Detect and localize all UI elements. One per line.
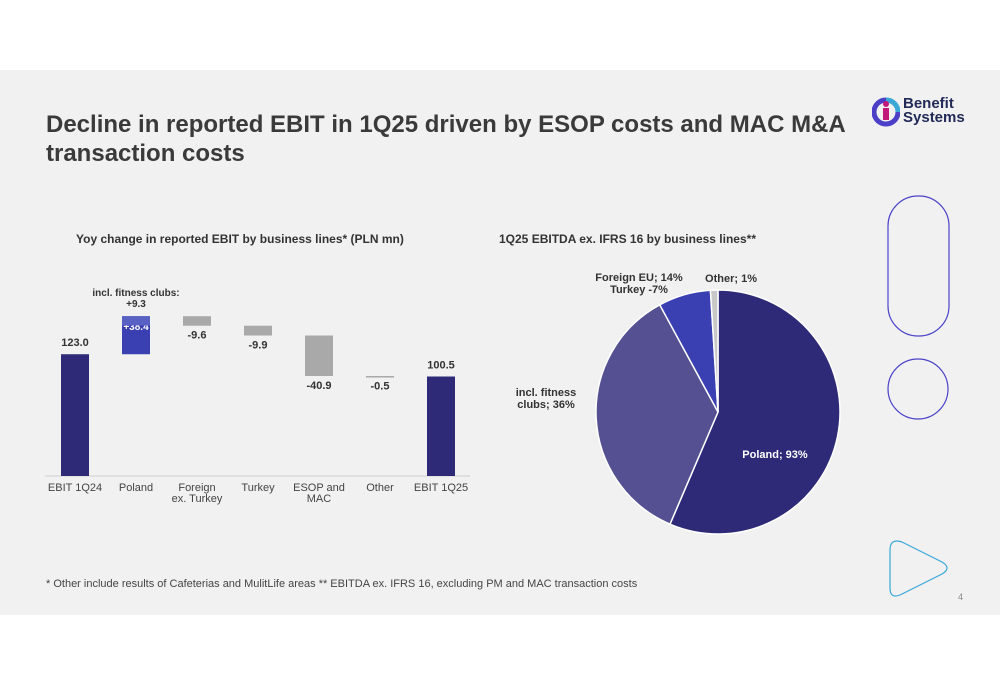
x-tick-label: ESOP and bbox=[293, 482, 345, 494]
x-tick-label: Foreign bbox=[178, 482, 215, 494]
data-label: 123.0 bbox=[61, 337, 89, 349]
decorative-play-icon bbox=[889, 540, 948, 597]
pie-label-fitness-line1: incl. fitness bbox=[516, 387, 577, 399]
x-tick-label: EBIT 1Q25 bbox=[414, 482, 468, 494]
pie-label-fitness-line2: clubs; 36% bbox=[517, 399, 575, 411]
footnote: * Other include results of Cafeterias an… bbox=[46, 578, 638, 590]
x-tick-label: Turkey bbox=[241, 482, 275, 494]
decorative-capsule bbox=[887, 195, 950, 337]
data-label: -40.9 bbox=[306, 380, 331, 392]
logo: Benefit Systems bbox=[871, 95, 982, 131]
bar-poland-fitness-clubs bbox=[122, 316, 150, 326]
slide: Decline in reported EBIT in 1Q25 driven … bbox=[0, 70, 1000, 615]
x-tick-label: ex. Turkey bbox=[172, 493, 223, 505]
page-number: 4 bbox=[958, 592, 964, 602]
pie-label-turkey: Turkey -7% bbox=[610, 284, 668, 296]
x-tick-label: EBIT 1Q24 bbox=[48, 482, 102, 494]
logo-wordmark: Benefit Systems bbox=[903, 95, 965, 126]
x-tick-label: MAC bbox=[307, 493, 332, 505]
pie-slice-other bbox=[709, 289, 719, 413]
page-title: Decline in reported EBIT in 1Q25 driven … bbox=[46, 111, 845, 167]
benefit-systems-logo-icon bbox=[871, 97, 901, 127]
waterfall-chart-title: Yoy change in reported EBIT by business … bbox=[76, 232, 404, 246]
decorative-shapes bbox=[887, 195, 950, 597]
pie-chart-title: 1Q25 EBITDA ex. IFRS 16 by business line… bbox=[499, 232, 756, 246]
annotation-value: +9.3 bbox=[126, 299, 146, 310]
x-tick-label: Poland bbox=[119, 482, 153, 494]
pie-label-foreign-eu: Foreign EU; 14% bbox=[595, 272, 683, 284]
bar-turkey bbox=[244, 325, 272, 336]
decorative-circle bbox=[887, 358, 949, 420]
bar-ebit-1q24 bbox=[61, 354, 89, 476]
data-label: 100.5 bbox=[427, 360, 455, 372]
data-label: -9.9 bbox=[249, 340, 268, 352]
data-label: -0.5 bbox=[371, 381, 390, 393]
pie-slice-poland bbox=[669, 289, 841, 535]
pie-label-poland: Poland; 93% bbox=[742, 449, 808, 461]
bar-foreign-ex-turkey bbox=[183, 316, 211, 326]
pie-slice-fitness-clubs bbox=[595, 303, 719, 526]
bar-esop-and-mac bbox=[305, 335, 333, 377]
bar-ebit-1q25 bbox=[427, 376, 455, 476]
pie-label-other: Other; 1% bbox=[705, 273, 757, 285]
annotation-label: incl. fitness clubs: bbox=[92, 288, 179, 299]
waterfall-chart: 123.0 EBIT 1Q24 +38.4 Poland -9.6 Foreignex. … bbox=[45, 288, 470, 505]
data-label: -9.6 bbox=[188, 330, 207, 342]
data-label: +38.4 bbox=[123, 322, 149, 333]
x-tick-label: Other bbox=[366, 482, 394, 494]
bar-other bbox=[366, 376, 394, 378]
